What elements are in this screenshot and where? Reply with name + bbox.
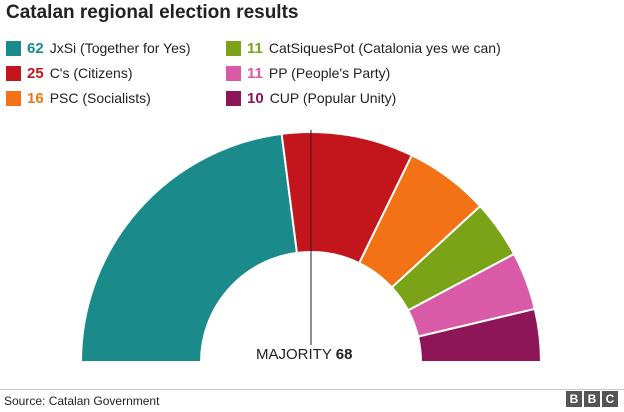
legend-swatch — [226, 40, 241, 56]
legend-swatch — [226, 65, 241, 81]
legend-swatch — [6, 40, 21, 56]
seat-segment — [416, 307, 543, 363]
legend-seats: 16 — [27, 89, 44, 107]
logo-letter: C — [602, 391, 618, 407]
majority-text: MAJORITY — [256, 346, 332, 363]
logo-letter: B — [566, 391, 582, 407]
legend-item-cs: 25 C's (Citizens) — [6, 63, 132, 83]
seat-segments — [79, 131, 543, 363]
legend-seats: 62 — [27, 39, 44, 57]
legend-seats: 10 — [247, 89, 264, 107]
legend-item-jxsi: 62 JxSi (Together for Yes) — [6, 38, 191, 58]
legend-seats: 11 — [247, 64, 263, 82]
legend-swatch — [6, 90, 21, 106]
legend-item-psc: 16 PSC (Socialists) — [6, 88, 151, 108]
legend-party-name: PSC (Socialists) — [49, 90, 151, 106]
legend-party-name: C's (Citizens) — [49, 65, 133, 81]
legend-seats: 25 — [27, 64, 44, 82]
legend-party-name: CatSiquesPot (Catalonia yes we can) — [268, 40, 501, 56]
legend-item-catsiquespot: 11 CatSiquesPot (Catalonia yes we can) — [226, 38, 501, 58]
chart-title: Catalan regional election results — [6, 2, 299, 23]
legend-item-pp: 11 PP (People's Party) — [226, 63, 390, 83]
legend-party-name: JxSi (Together for Yes) — [49, 40, 191, 56]
legend-party-name: PP (People's Party) — [268, 65, 391, 81]
footer-divider — [0, 389, 624, 390]
legend-seats: 11 — [247, 39, 263, 57]
seat-segment — [79, 132, 299, 363]
majority-label: MAJORITY 68 — [256, 346, 352, 363]
majority-value: 68 — [335, 346, 353, 363]
bbc-logo: B B C — [566, 391, 618, 407]
source-note: Source: Catalan Government — [4, 394, 160, 408]
legend-swatch — [226, 90, 241, 106]
legend-party-name: CUP (Popular Unity) — [269, 90, 397, 106]
legend-swatch — [6, 65, 21, 81]
legend-item-cup: 10 CUP (Popular Unity) — [226, 88, 396, 108]
logo-letter: B — [584, 391, 600, 407]
